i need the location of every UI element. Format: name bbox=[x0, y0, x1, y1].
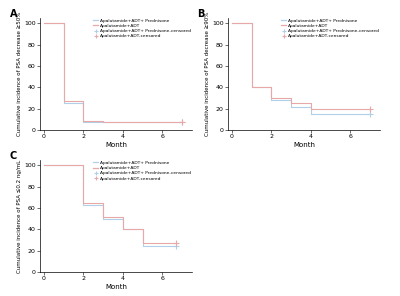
X-axis label: Month: Month bbox=[293, 142, 315, 148]
Y-axis label: Cumulative incidence of PSA ≤0.2 ng/mL: Cumulative incidence of PSA ≤0.2 ng/mL bbox=[17, 160, 22, 273]
Legend: Apalutamide+ADT+ Prednisone, Apalutamide+ADT, Apalutamide+ADT+ Prednisone-censor: Apalutamide+ADT+ Prednisone, Apalutamide… bbox=[280, 18, 380, 39]
Y-axis label: Cumulative incidence of PSA decrease ≥90%: Cumulative incidence of PSA decrease ≥90… bbox=[205, 12, 210, 136]
Text: A: A bbox=[10, 9, 17, 19]
Y-axis label: Cumulative incidence of PSA decrease ≥50%: Cumulative incidence of PSA decrease ≥50… bbox=[17, 12, 22, 136]
X-axis label: Month: Month bbox=[105, 284, 127, 290]
Legend: Apalutamide+ADT+ Prednisone, Apalutamide+ADT, Apalutamide+ADT+ Prednisone-censor: Apalutamide+ADT+ Prednisone, Apalutamide… bbox=[92, 18, 192, 39]
X-axis label: Month: Month bbox=[105, 142, 127, 148]
Text: B: B bbox=[198, 9, 205, 19]
Legend: Apalutamide+ADT+ Prednisone, Apalutamide+ADT, Apalutamide+ADT+ Prednisone-censor: Apalutamide+ADT+ Prednisone, Apalutamide… bbox=[92, 160, 192, 181]
Text: C: C bbox=[10, 151, 17, 161]
